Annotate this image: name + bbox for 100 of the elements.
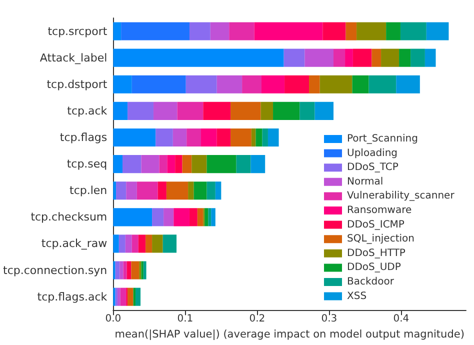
y-tick-label: tcp.checksum xyxy=(30,210,108,224)
bar xyxy=(172,128,187,147)
bar xyxy=(159,155,168,174)
bar xyxy=(146,234,152,253)
bar xyxy=(368,75,396,94)
bar xyxy=(120,261,124,280)
y-tick-label: Attack_label xyxy=(40,51,108,64)
bar xyxy=(182,155,192,174)
bar xyxy=(210,22,230,40)
bar xyxy=(175,155,182,174)
bar xyxy=(346,22,357,40)
bar xyxy=(192,155,207,174)
bar xyxy=(162,234,177,253)
legend-label: Uploading xyxy=(347,148,398,159)
bar xyxy=(256,128,262,147)
bar xyxy=(141,155,160,174)
x-axis-title: mean(|SHAP value|) (average impact on model output magnitude) xyxy=(114,328,464,340)
bar xyxy=(188,182,194,200)
bar xyxy=(261,75,285,94)
bar xyxy=(113,234,119,253)
bar xyxy=(334,48,346,67)
bar xyxy=(211,208,216,226)
bar xyxy=(122,155,142,174)
bar xyxy=(204,208,208,226)
bar xyxy=(143,261,146,280)
bar xyxy=(113,128,156,147)
bar xyxy=(126,182,137,200)
bar xyxy=(152,234,163,253)
bar xyxy=(115,261,120,280)
bar xyxy=(128,288,134,306)
bar xyxy=(117,288,120,306)
bar xyxy=(410,48,425,67)
bar xyxy=(309,75,320,94)
bar xyxy=(189,208,198,226)
bar xyxy=(166,182,188,200)
legend-label: DDoS_TCP xyxy=(347,162,398,174)
bar xyxy=(164,208,174,226)
bar xyxy=(356,22,386,40)
bar xyxy=(230,128,252,147)
bar xyxy=(153,102,178,120)
legend-label: Backdoor xyxy=(347,276,395,288)
bar xyxy=(206,155,236,174)
bar xyxy=(268,128,279,147)
bar xyxy=(381,48,400,67)
legend-label: Normal xyxy=(347,176,384,188)
bar xyxy=(113,48,284,67)
bar xyxy=(345,48,353,67)
bar xyxy=(216,75,242,94)
bar xyxy=(116,182,126,200)
bar xyxy=(132,234,138,253)
bar xyxy=(424,48,436,67)
bar xyxy=(132,75,186,94)
bar xyxy=(322,22,346,40)
x-tick-label: 0.4 xyxy=(393,314,410,325)
legend-label: Ransomware xyxy=(347,205,412,216)
x-tick-label: 0.0 xyxy=(105,314,122,325)
bar xyxy=(203,102,231,120)
bar xyxy=(201,128,217,147)
y-tick-label: tcp.dstport xyxy=(46,78,108,91)
y-tick-label: tcp.connection.syn xyxy=(3,264,108,277)
bar xyxy=(177,102,204,120)
bar xyxy=(386,22,400,40)
x-tick-label: 0.1 xyxy=(177,314,194,325)
legend-label: DDoS_HTTP xyxy=(347,248,406,259)
bar xyxy=(300,102,315,120)
bar xyxy=(113,75,132,94)
y-tick-label: tcp.seq xyxy=(66,158,108,171)
legend-label: SQL_injection xyxy=(347,234,414,245)
y-tick-label: tcp.srcport xyxy=(48,24,108,38)
bar xyxy=(167,155,176,174)
bar xyxy=(242,75,262,94)
bar xyxy=(131,261,140,280)
bar xyxy=(197,208,204,226)
bar xyxy=(273,102,300,120)
bar xyxy=(128,102,154,120)
y-tick-label: tcp.flags xyxy=(60,130,108,144)
bar xyxy=(304,48,334,67)
bar xyxy=(251,128,256,147)
legend-label: Port_Scanning xyxy=(347,134,418,144)
bar xyxy=(320,75,352,94)
bar xyxy=(254,22,323,40)
bar xyxy=(206,182,216,200)
bar xyxy=(123,261,127,280)
bar xyxy=(113,155,123,174)
x-tick-label: 0.2 xyxy=(249,314,266,325)
bar xyxy=(260,102,274,120)
bar xyxy=(250,155,266,174)
legend-label: XSS xyxy=(347,290,367,302)
bar xyxy=(113,102,128,120)
bar xyxy=(126,261,132,280)
bar xyxy=(113,208,152,226)
bar xyxy=(138,234,146,253)
bar xyxy=(158,182,166,200)
bar xyxy=(284,48,305,67)
bar xyxy=(152,208,164,226)
bar xyxy=(230,102,261,120)
bar xyxy=(352,48,372,67)
bar xyxy=(314,102,334,120)
bar xyxy=(135,288,141,306)
bar xyxy=(400,22,426,40)
